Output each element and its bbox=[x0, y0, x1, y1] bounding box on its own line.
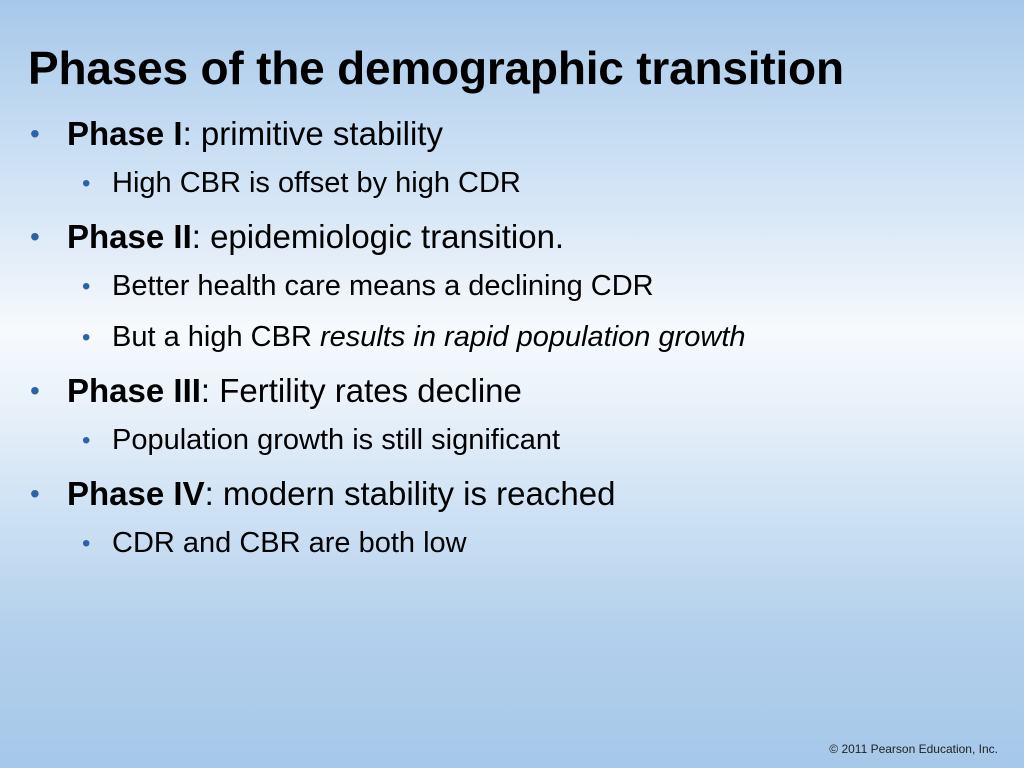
bullet-icon: • bbox=[30, 221, 40, 252]
phase-4-description: : modern stability is reached bbox=[204, 475, 616, 512]
phase-1-point-1: • High CBR is offset by high CDR bbox=[30, 158, 1000, 209]
point-italic-text: results in rapid population growth bbox=[319, 321, 746, 353]
phase-4-item: • Phase IV: modern stability is reached bbox=[30, 470, 1000, 518]
phase-2-point-1: • Better health care means a declining C… bbox=[30, 261, 1000, 312]
sub-bullet-icon: • bbox=[82, 324, 91, 351]
phase-3-point-1: • Population growth is still significant bbox=[30, 415, 1000, 466]
phase-1-item: • Phase I: primitive stability bbox=[30, 110, 1000, 158]
phase-3-description: : Fertility rates decline bbox=[200, 372, 522, 409]
sub-bullet-icon: • bbox=[82, 530, 91, 557]
phase-2-label: Phase II bbox=[67, 218, 192, 255]
phase-2-description: : epidemiologic transition. bbox=[191, 218, 565, 255]
phase-4-point-1: • CDR and CBR are both low bbox=[30, 518, 1000, 569]
point-text: Population growth is still significant bbox=[112, 424, 561, 456]
bullet-icon: • bbox=[30, 118, 40, 149]
phase-1-label: Phase I bbox=[67, 115, 183, 152]
phase-3-label: Phase III bbox=[67, 372, 201, 409]
bullet-icon: • bbox=[30, 478, 40, 509]
phase-1-description: : primitive stability bbox=[182, 115, 443, 152]
sub-bullet-icon: • bbox=[82, 427, 91, 454]
bullet-icon: • bbox=[30, 375, 40, 406]
phase-2-item: • Phase II: epidemiologic transition. bbox=[30, 213, 1000, 261]
copyright-notice: © 2011 Pearson Education, Inc. bbox=[829, 742, 998, 756]
point-text: High CBR is offset by high CDR bbox=[112, 167, 521, 199]
sub-bullet-icon: • bbox=[82, 273, 91, 300]
point-text: CDR and CBR are both low bbox=[112, 527, 467, 559]
point-text: But a high CBR bbox=[112, 321, 320, 353]
sub-bullet-icon: • bbox=[82, 170, 91, 197]
bullet-list: • Phase I: primitive stability • High CB… bbox=[30, 110, 1000, 569]
phase-4-label: Phase IV bbox=[67, 475, 205, 512]
point-text: Better health care means a declining CDR bbox=[112, 270, 654, 302]
phase-3-item: • Phase III: Fertility rates decline bbox=[30, 367, 1000, 415]
phase-2-point-2: • But a high CBR results in rapid popula… bbox=[30, 312, 1000, 363]
slide-title: Phases of the demographic transition bbox=[28, 42, 844, 94]
